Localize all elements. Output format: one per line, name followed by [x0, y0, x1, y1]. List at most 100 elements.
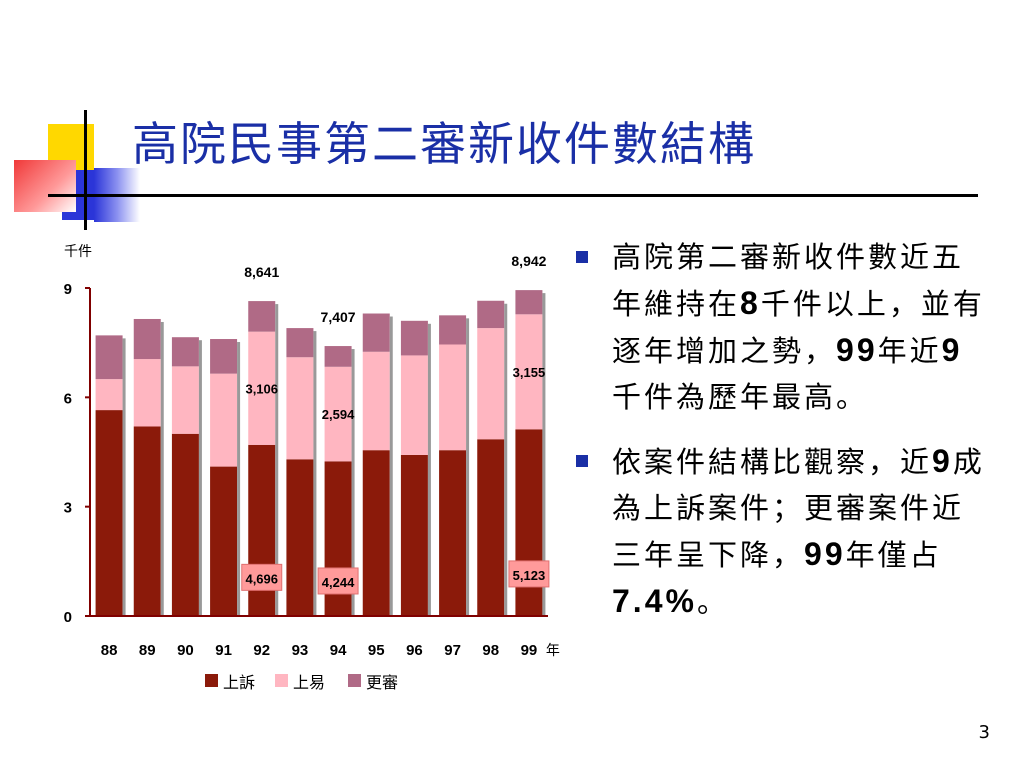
- x-axis-unit-label: 年: [546, 643, 560, 659]
- bar-segment-retrial: [95, 335, 123, 380]
- bullet-text-fragment: 成為上訴案件；更審案件近三年呈下降，: [612, 445, 985, 572]
- x-tick-label: 89: [139, 642, 156, 659]
- legend-swatch-appeal: [205, 674, 218, 687]
- bar-segment-retrial: [477, 300, 505, 329]
- bar-segment-appeal: [133, 426, 161, 616]
- data-label-box: [241, 563, 283, 591]
- bar-segment-appeal: [95, 410, 123, 616]
- bullet-text-fragment: 年近: [877, 334, 942, 368]
- bar-segment-retrial: [171, 337, 199, 367]
- bullet-text-fragment: 千件以上，並有逐年增加之勢，: [612, 287, 985, 368]
- bar-segment-retrial: [133, 318, 161, 360]
- bar-shadow: [313, 331, 317, 616]
- data-label-box: [508, 560, 550, 588]
- y-tick-label: 0: [64, 609, 72, 626]
- legend-label: 上訴: [223, 673, 255, 692]
- bar-segment-easy: [515, 314, 543, 430]
- legend-label: 上易: [293, 673, 325, 692]
- bullet-square-icon: [576, 251, 588, 263]
- bar-segment-easy: [210, 373, 238, 467]
- bar-segment-easy: [95, 379, 123, 411]
- x-tick-label: 91: [215, 642, 232, 659]
- data-label: 5,123: [513, 568, 546, 583]
- data-label-box: [317, 567, 359, 595]
- y-tick-label: 3: [64, 500, 72, 517]
- bar-segment-easy: [400, 355, 428, 455]
- bullet-text-fragment: 。: [696, 585, 729, 619]
- bar-segment-easy: [248, 331, 276, 445]
- legend-swatch-retrial: [348, 674, 361, 687]
- bullet-bold-text: 9: [932, 443, 953, 479]
- bar-shadow: [427, 323, 431, 616]
- page-number: 3: [978, 722, 990, 743]
- bar-total-label: 7,407: [321, 309, 356, 325]
- bar-segment-appeal: [439, 450, 467, 616]
- legend-label: 更審: [366, 673, 398, 692]
- bar-shadow: [160, 321, 164, 616]
- bullet-list: 高院第二審新收件數近五年維持在8千件以上，並有逐年增加之勢，99年近9千件為歷年…: [570, 234, 990, 643]
- bar-segment-appeal: [210, 466, 238, 616]
- x-tick-label: 90: [177, 642, 194, 659]
- bar-segment-easy: [286, 357, 314, 460]
- bullet-text-fragment: 高院第二審新收件數近五年維持在: [612, 240, 965, 321]
- x-tick-label: 88: [101, 642, 118, 659]
- bullet-bold-text: 99: [804, 536, 846, 572]
- bullet-item-1: 高院第二審新收件數近五年維持在8千件以上，並有逐年增加之勢，99年近9 千件為歷年…: [570, 234, 990, 420]
- x-tick-label: 95: [368, 642, 385, 659]
- bar-segment-retrial: [248, 301, 276, 332]
- bullet-text-fragment: 千件為歷年最高。: [612, 380, 869, 414]
- bar-shadow: [389, 316, 393, 616]
- bar-shadow: [275, 304, 279, 616]
- bar-shadow: [466, 318, 470, 616]
- bar-shadow: [237, 342, 241, 616]
- data-label: 2,594: [322, 407, 355, 422]
- bar-segment-appeal: [362, 450, 390, 616]
- deco-vertical-rule: [84, 110, 87, 230]
- bullet-text-fragment: 依案件結構比觀察，近: [612, 445, 933, 479]
- bar-shadow: [504, 303, 508, 616]
- bar-segment-retrial: [400, 320, 428, 356]
- x-tick-label: 93: [292, 642, 309, 659]
- bar-segment-retrial: [324, 346, 352, 367]
- title-rule: [48, 194, 978, 197]
- data-label: 3,155: [513, 365, 546, 380]
- bullet-bold-text: 99: [836, 332, 878, 368]
- bar-shadow: [122, 338, 126, 616]
- x-tick-label: 96: [406, 642, 423, 659]
- x-tick-label: 97: [444, 642, 461, 659]
- bar-segment-appeal: [286, 459, 314, 616]
- bar-segment-appeal: [515, 429, 543, 616]
- x-tick-label: 98: [482, 642, 499, 659]
- y-axis-label: 千件: [64, 244, 92, 260]
- bullet-bold-text: 9: [941, 332, 963, 368]
- data-label: 3,106: [245, 381, 278, 396]
- bar-segment-retrial: [515, 290, 543, 315]
- bullet-item-2: 依案件結構比觀察，近9成為上訴案件；更審案件近三年呈下降，99年僅占 7.4%。: [570, 438, 990, 625]
- y-tick-label: 6: [64, 390, 72, 407]
- bar-segment-retrial: [210, 339, 238, 374]
- data-label: 4,244: [322, 575, 355, 590]
- bar-segment-easy: [133, 359, 161, 427]
- bar-total-label: 8,942: [511, 253, 546, 269]
- bar-shadow: [542, 293, 546, 616]
- bar-segment-retrial: [286, 328, 314, 358]
- bullet-text-1: 高院第二審新收件數近五年維持在8千件以上，並有逐年增加之勢，99年近9 千件為歷年…: [612, 240, 985, 414]
- bar-segment-appeal: [400, 454, 428, 616]
- x-tick-label: 99: [521, 642, 538, 659]
- x-tick-label: 94: [330, 642, 347, 659]
- bullet-bold-text: 8: [740, 285, 761, 321]
- bar-segment-retrial: [362, 313, 390, 352]
- bar-segment-easy: [477, 328, 505, 440]
- bar-segment-appeal: [477, 439, 505, 616]
- bar-shadow: [351, 349, 355, 616]
- stacked-bar-chart: 千件 88 89 90 91 92 93 94 95 96 97 98 99 年 0 3 6 9 8,641 7,40…: [64, 244, 560, 692]
- bar-segment-appeal: [171, 433, 199, 616]
- y-tick-label: 9: [64, 281, 72, 298]
- bar-segment-easy: [362, 351, 390, 451]
- bullet-square-icon: [576, 455, 588, 467]
- bullet-text-2: 依案件結構比觀察，近9成為上訴案件；更審案件近三年呈下降，99年僅占 7.4%。: [612, 443, 985, 619]
- bullet-bold-text: 7.4%: [612, 583, 697, 619]
- x-tick-label: 92: [253, 642, 270, 659]
- bar-segment-easy: [171, 366, 199, 434]
- legend-swatch-easy: [275, 674, 288, 687]
